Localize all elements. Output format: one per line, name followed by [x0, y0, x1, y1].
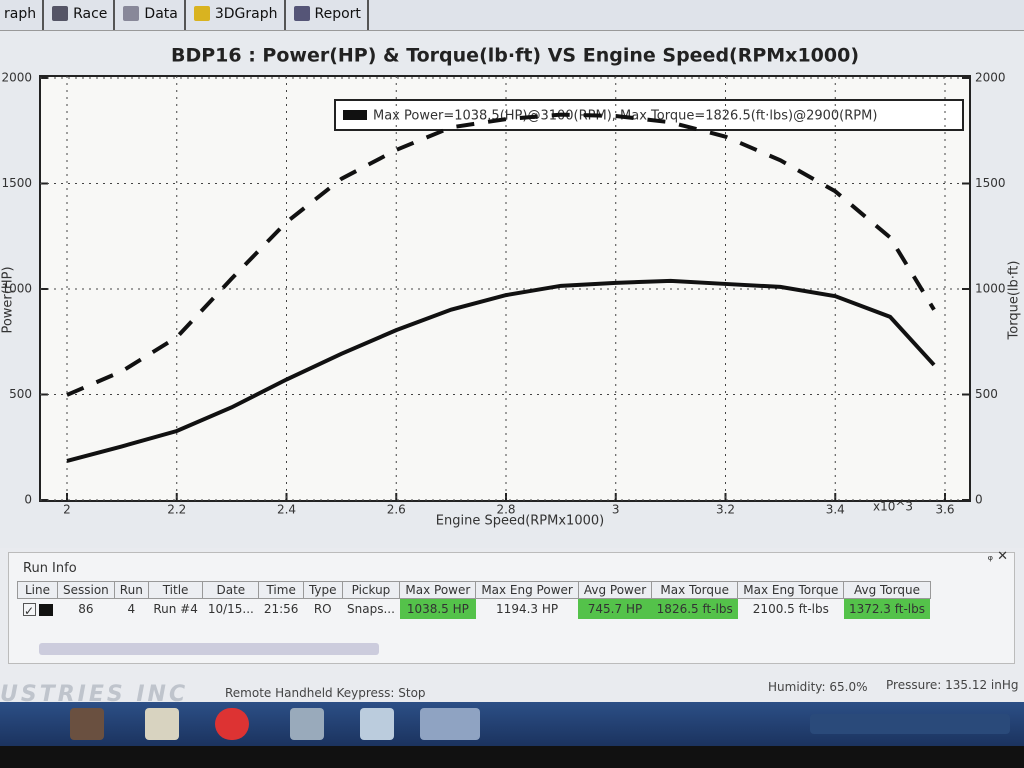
cell: 2100.5 ft-lbs	[752, 602, 829, 616]
taskbar-app[interactable]	[70, 708, 104, 740]
column-header: Pickup	[341, 581, 401, 599]
taskbar-app[interactable]	[145, 708, 179, 740]
x-tick-label: 2.8	[496, 503, 515, 517]
plot-area	[39, 75, 971, 502]
scrollbar[interactable]	[39, 643, 379, 655]
taskbar-app[interactable]	[290, 708, 324, 740]
tab[interactable]: Report	[290, 0, 369, 30]
cell: 1194.3 HP	[496, 602, 559, 616]
cell: 745.7 HP	[578, 598, 652, 619]
x-tick-label: 2	[63, 503, 71, 517]
y2-tick-label: 0	[975, 493, 983, 507]
cell: 1038.5 HP	[399, 598, 476, 619]
tab[interactable]: raph	[0, 0, 45, 30]
data-line	[66, 278, 936, 463]
cell: 10/15...	[207, 602, 254, 616]
y-tick-label: 0	[24, 493, 32, 507]
tab-bar: raph Race Data 3DGraph Report	[0, 0, 1024, 31]
humidity: Humidity: 65.0%	[768, 680, 868, 694]
close-button[interactable]: ᵩ ✕	[987, 549, 1008, 564]
tab[interactable]: Race	[48, 0, 116, 30]
cell: 1372.3 ft-lbs	[843, 598, 930, 619]
taskbar	[0, 702, 1024, 746]
column-header: Type	[302, 581, 343, 599]
tab-label: 3DGraph	[214, 6, 278, 22]
tab-label: Data	[144, 6, 178, 22]
x-tick-label: 2.4	[277, 503, 296, 517]
taskbar-app[interactable]	[360, 708, 394, 740]
line-swatch	[38, 603, 53, 616]
tab[interactable]: Data	[119, 0, 186, 30]
y2-tick-label: 1000	[975, 282, 1006, 296]
data-line	[66, 112, 936, 397]
y2-axis-label: Torque(lb·ft)	[1007, 261, 1022, 341]
x-tick-label: 2.2	[167, 503, 186, 517]
x-tick-label: 3.4	[826, 503, 845, 517]
column-header: Max Power	[399, 581, 477, 599]
legend-swatch	[343, 110, 367, 120]
x-tick-label: 3.2	[716, 503, 735, 517]
run-table: Line Session Run Title Date Time Type Pickup Max…	[17, 581, 931, 619]
panel-title: Run Info	[23, 561, 77, 576]
y2-tick-label: 500	[975, 387, 998, 401]
line-cell: ✓	[18, 599, 58, 620]
x-axis-label: Engine Speed(RPMx1000)	[436, 514, 604, 529]
cell: 1826.5 ft-lbs	[651, 598, 738, 619]
cell: 21:56	[263, 602, 299, 616]
y2-tick-label: 2000	[975, 71, 1006, 85]
y-tick-label: 1000	[1, 282, 32, 296]
column-header: Title	[147, 581, 204, 599]
cell: 4	[127, 602, 136, 616]
cell: Snaps...	[347, 602, 395, 616]
chart-title: BDP16 : Power(HP) & Torque(lb·ft) VS Eng…	[171, 45, 859, 67]
legend	[334, 99, 964, 131]
checkbox[interactable]: ✓	[22, 603, 36, 618]
taskbar-app[interactable]	[215, 708, 249, 740]
x-tick-label: 3	[612, 503, 620, 517]
column-header: Max Torque	[651, 581, 739, 599]
column-header: Time	[258, 581, 304, 599]
y2-tick-label: 1500	[975, 176, 1006, 190]
column-header: Date	[202, 581, 260, 599]
run-info-panel: Run Info ᵩ ✕ Line Session Run Title Date Time…	[8, 549, 1015, 664]
x-multiplier-label: x10^3	[873, 500, 913, 514]
tab-label: Race	[73, 6, 108, 22]
x-tick-label: 3.6	[935, 503, 954, 517]
chart: BDP16 : Power(HP) & Torque(lb·ft) VS Eng…	[0, 44, 1022, 529]
column-header: Run	[113, 581, 149, 599]
y-axis-label: Power(HP)	[1, 266, 16, 333]
cell: 86	[78, 602, 94, 616]
column-header: Session	[57, 581, 115, 599]
column-header: Avg Power	[577, 581, 653, 599]
tray	[810, 714, 1010, 734]
column-header: Max Eng Power	[475, 581, 579, 599]
column-header: Max Eng Torque	[737, 581, 845, 599]
bezel	[0, 746, 1024, 768]
status-bar: USTRIES INC Remote Handheld Keypress: St…	[0, 676, 1024, 707]
x-tick-label: 2.6	[387, 503, 406, 517]
tab-label: Report	[314, 6, 361, 22]
cell: Run #4	[153, 602, 198, 616]
column-header: Line	[17, 581, 58, 599]
y-tick-label: 2000	[1, 71, 32, 85]
y-tick-label: 500	[9, 387, 32, 401]
taskbar-app[interactable]	[420, 708, 480, 740]
cell: RO	[313, 602, 332, 616]
tab[interactable]: 3DGraph	[190, 0, 286, 30]
status-message: Remote Handheld Keypress: Stop	[225, 686, 426, 700]
pressure: Pressure: 135.12 inHg	[886, 678, 1019, 692]
column-header: Avg Torque	[843, 581, 931, 599]
y-tick-label: 1500	[1, 176, 32, 190]
